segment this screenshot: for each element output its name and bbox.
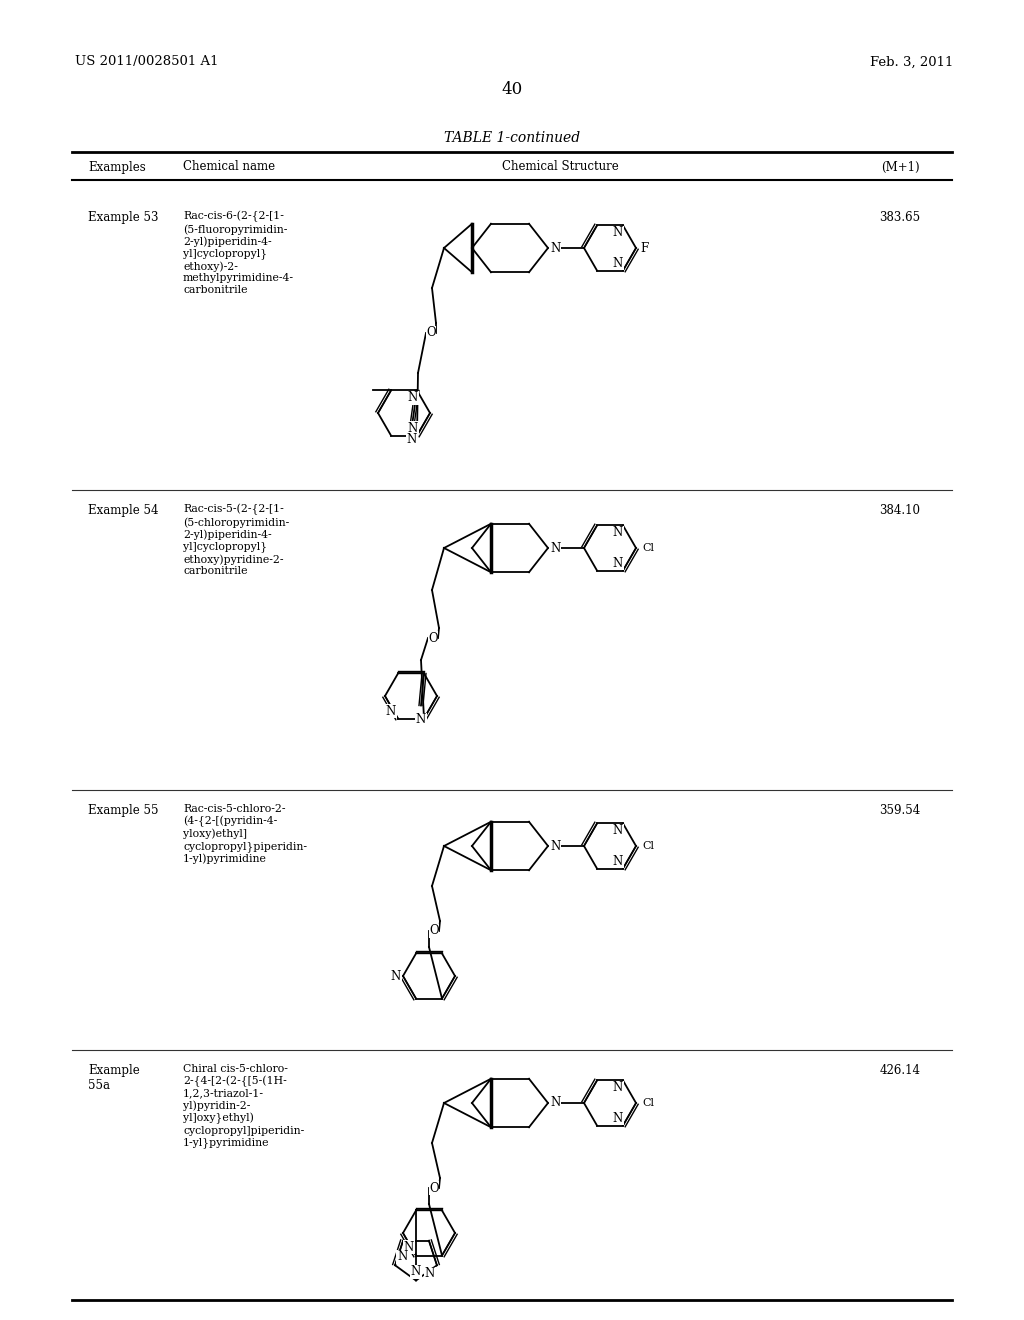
- Text: Chemical Structure: Chemical Structure: [502, 161, 618, 173]
- Text: N: N: [425, 1267, 435, 1280]
- Text: N: N: [612, 854, 623, 867]
- Text: Cl: Cl: [642, 841, 654, 851]
- Text: F: F: [640, 242, 648, 255]
- Text: Chemical name: Chemical name: [183, 161, 275, 173]
- Text: N: N: [386, 705, 396, 718]
- Text: N: N: [416, 714, 426, 726]
- Text: N: N: [612, 825, 623, 837]
- Text: Cl: Cl: [642, 1098, 654, 1107]
- Text: Example
55a: Example 55a: [88, 1064, 139, 1092]
- Text: 384.10: 384.10: [880, 504, 921, 517]
- Text: TABLE 1-continued: TABLE 1-continued: [444, 131, 580, 145]
- Text: N: N: [550, 1097, 560, 1110]
- Text: 40: 40: [502, 82, 522, 99]
- Text: Example 54: Example 54: [88, 504, 159, 517]
- Text: Cl: Cl: [642, 543, 654, 553]
- Text: N: N: [550, 541, 560, 554]
- Text: N: N: [397, 1250, 408, 1263]
- Text: N: N: [403, 1241, 414, 1254]
- Text: 383.65: 383.65: [880, 211, 921, 224]
- Text: Rac-cis-6-(2-{2-[1-
(5-fluoropyrimidin-
2-yl)piperidin-4-
yl]cyclopropyl}
ethoxy: Rac-cis-6-(2-{2-[1- (5-fluoropyrimidin- …: [183, 211, 294, 294]
- Text: O: O: [426, 326, 436, 339]
- Text: N: N: [550, 242, 560, 255]
- Text: O: O: [428, 631, 438, 644]
- Text: N: N: [612, 1081, 623, 1094]
- Text: N: N: [408, 392, 418, 404]
- Text: 359.54: 359.54: [880, 804, 921, 817]
- Text: N: N: [612, 256, 623, 269]
- Text: Chiral cis-5-chloro-
2-{4-[2-(2-{[5-(1H-
1,2,3-triazol-1-
yl)pyridin-2-
yl]oxy}e: Chiral cis-5-chloro- 2-{4-[2-(2-{[5-(1H-…: [183, 1064, 304, 1148]
- Text: Example 53: Example 53: [88, 211, 159, 224]
- Text: N: N: [612, 527, 623, 540]
- Text: Feb. 3, 2011: Feb. 3, 2011: [870, 55, 953, 69]
- Text: N: N: [612, 557, 623, 569]
- Text: Example 55: Example 55: [88, 804, 159, 817]
- Text: 426.14: 426.14: [880, 1064, 921, 1077]
- Text: Examples: Examples: [88, 161, 145, 173]
- Text: N: N: [612, 1111, 623, 1125]
- Text: N: N: [411, 1266, 421, 1279]
- Text: O: O: [429, 1181, 439, 1195]
- Text: Rac-cis-5-chloro-2-
(4-{2-[(pyridin-4-
yloxy)ethyl]
cyclopropyl}piperidin-
1-yl): Rac-cis-5-chloro-2- (4-{2-[(pyridin-4- y…: [183, 804, 307, 865]
- Text: N: N: [408, 421, 418, 434]
- Text: O: O: [429, 924, 439, 937]
- Text: Rac-cis-5-(2-{2-[1-
(5-chloropyrimidin-
2-yl)piperidin-4-
yl]cyclopropyl}
ethoxy: Rac-cis-5-(2-{2-[1- (5-chloropyrimidin- …: [183, 504, 289, 576]
- Text: (M+1): (M+1): [881, 161, 920, 173]
- Text: N: N: [407, 433, 417, 446]
- Text: US 2011/0028501 A1: US 2011/0028501 A1: [75, 55, 218, 69]
- Text: N: N: [612, 227, 623, 239]
- Text: N: N: [391, 969, 401, 982]
- Text: N: N: [550, 840, 560, 853]
